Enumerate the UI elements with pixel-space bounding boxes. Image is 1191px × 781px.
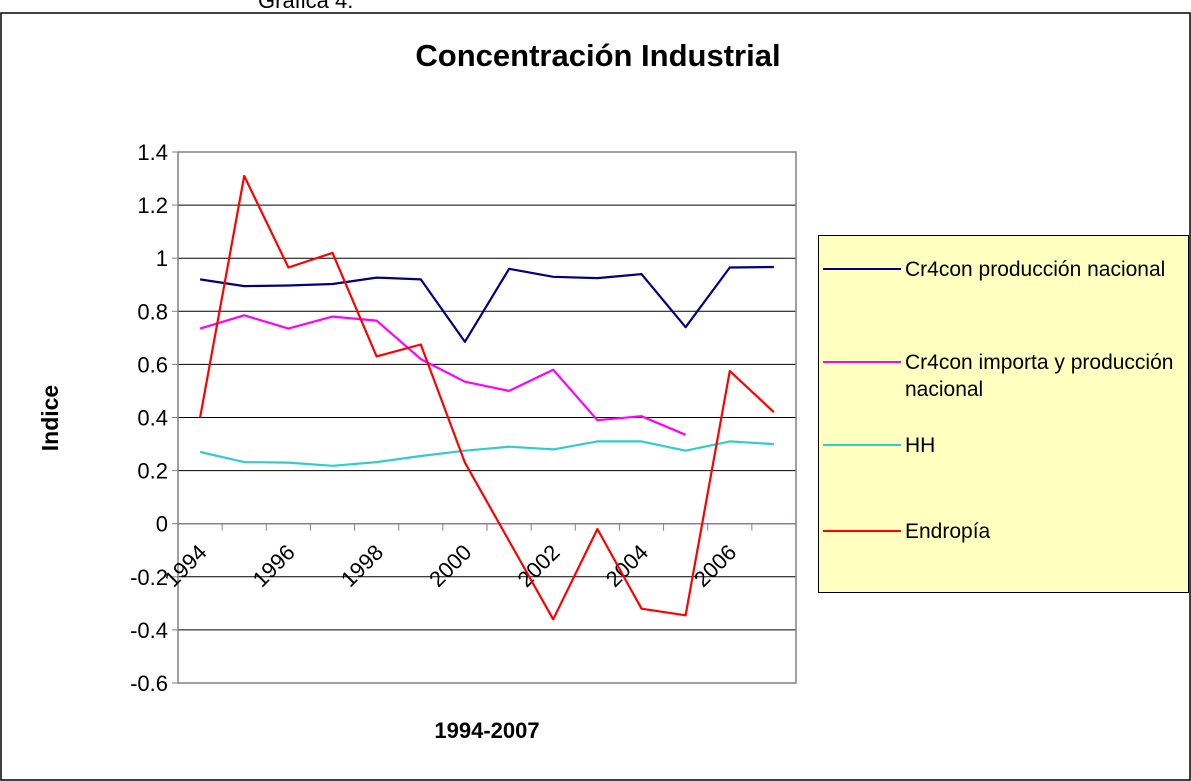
plot-border <box>177 151 797 684</box>
y-tick-label: 0.4 <box>137 406 168 431</box>
legend: Cr4con producción nacional Cr4con importa… <box>818 235 1189 593</box>
x-tick-label: 2002 <box>512 540 564 592</box>
y-tick-label: 0.6 <box>137 352 168 377</box>
x-tick-label: 2000 <box>424 540 476 592</box>
chart-title: Concentración Industrial <box>415 38 780 73</box>
figure-label: Gráfica 4. <box>258 0 353 13</box>
y-tick-label: 1.2 <box>137 193 168 218</box>
legend-label: Cr4con importa y producción nacional <box>905 351 1174 401</box>
series-line <box>199 265 774 343</box>
legend-swatch <box>823 530 901 532</box>
y-tick-label: -0.2 <box>130 565 168 590</box>
y-tick-label: 1.4 <box>137 140 168 165</box>
y-axis-label: Indice <box>37 385 63 451</box>
legend-item: Endropía <box>823 518 1183 545</box>
legend-swatch <box>823 361 901 363</box>
legend-swatch <box>823 268 901 270</box>
legend-swatch <box>823 444 901 446</box>
y-tick-label: 0.8 <box>137 299 168 324</box>
legend-item: Cr4con producción nacional <box>823 256 1183 283</box>
series-line <box>199 314 687 436</box>
legend-item: HH <box>823 432 1183 459</box>
chart-border <box>0 12 1191 781</box>
series-line <box>199 174 775 621</box>
y-tick-label: -0.4 <box>130 618 168 643</box>
x-tick-label: 1998 <box>336 540 388 592</box>
legend-item: Cr4con importa y producción nacional <box>823 349 1183 403</box>
x-axis-label: 1994-2007 <box>434 718 539 743</box>
series-line <box>199 440 774 467</box>
y-tick-label: 0 <box>156 512 168 537</box>
y-tick-label: 0.2 <box>137 459 168 484</box>
x-tick-label: 1996 <box>248 540 300 592</box>
legend-label: Cr4con producción nacional <box>905 258 1166 281</box>
legend-label: Endropía <box>905 520 991 543</box>
y-tick-label: -0.6 <box>130 671 168 696</box>
y-tick-label: 1 <box>156 246 168 271</box>
legend-label: HH <box>905 434 936 457</box>
